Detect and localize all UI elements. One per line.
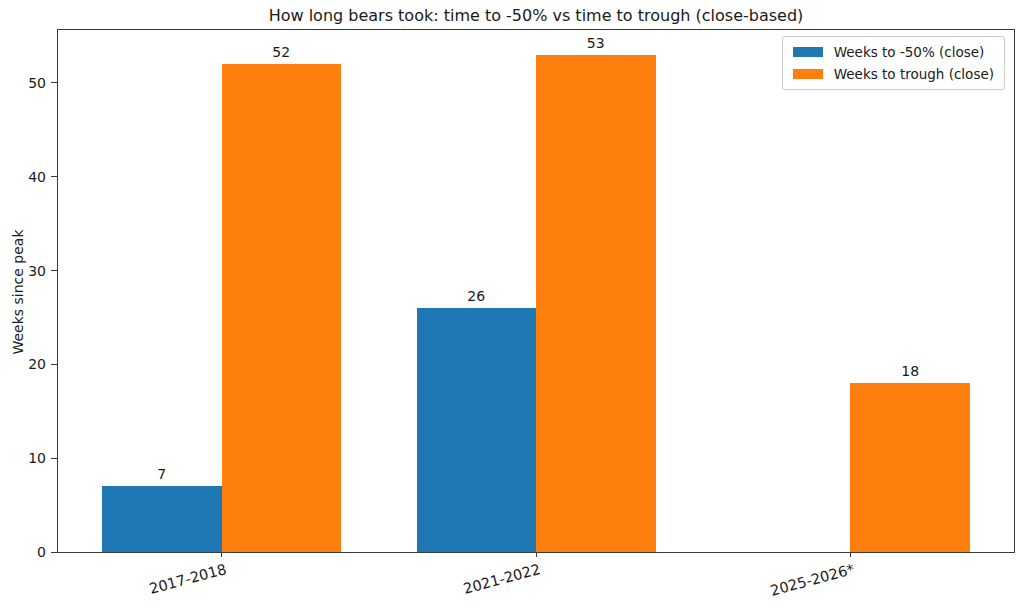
chart-title: How long bears took: time to -50% vs tim… xyxy=(57,6,1015,25)
x-tick-label: 2017-2018 xyxy=(147,561,227,597)
y-tick-label: 30 xyxy=(28,263,46,279)
figure: How long bears took: time to -50% vs tim… xyxy=(0,0,1024,610)
legend: Weeks to -50% (close) Weeks to trough (c… xyxy=(782,36,1005,90)
bar-to-trough-2021-2022 xyxy=(536,55,656,552)
bar-to-50pct-2017-2018 xyxy=(102,486,222,552)
y-tick-mark xyxy=(51,176,57,177)
bar-value-label: 53 xyxy=(587,35,605,51)
bar-value-label: 7 xyxy=(157,466,166,482)
y-tick-mark xyxy=(51,82,57,83)
bar-to-trough-2017-2018 xyxy=(222,64,342,552)
x-tick-mark xyxy=(536,552,537,557)
y-tick-mark xyxy=(51,270,57,271)
legend-label: Weeks to trough (close) xyxy=(834,66,994,82)
x-tick-mark xyxy=(221,552,222,557)
bar-value-label: 52 xyxy=(272,44,290,60)
x-tick-label: 2025-2026* xyxy=(769,561,856,599)
y-tick-label: 20 xyxy=(28,356,46,372)
y-tick-mark xyxy=(51,552,57,553)
y-tick-mark xyxy=(51,458,57,459)
legend-swatch-orange xyxy=(793,69,823,79)
legend-entry-weeks-to-trough: Weeks to trough (close) xyxy=(793,66,994,82)
y-tick-label: 10 xyxy=(28,450,46,466)
legend-swatch-blue xyxy=(793,47,823,57)
x-tick-mark xyxy=(850,552,851,557)
y-tick-label: 0 xyxy=(37,544,46,560)
y-tick-label: 50 xyxy=(28,75,46,91)
y-tick-mark xyxy=(51,364,57,365)
y-tick-label: 40 xyxy=(28,169,46,185)
bar-to-trough-2025-2026* xyxy=(850,383,970,552)
x-tick-label: 2021-2022 xyxy=(462,561,542,597)
y-axis-label: Weeks since peak xyxy=(10,229,26,354)
bar-value-label: 26 xyxy=(467,288,485,304)
legend-label: Weeks to -50% (close) xyxy=(834,44,985,60)
bar-value-label: 18 xyxy=(901,363,919,379)
plot-area: Weeks since peak Weeks to -50% (close) W… xyxy=(57,29,1015,553)
bar-to-50pct-2021-2022 xyxy=(417,308,537,552)
legend-entry-weeks-to-50: Weeks to -50% (close) xyxy=(793,44,994,60)
